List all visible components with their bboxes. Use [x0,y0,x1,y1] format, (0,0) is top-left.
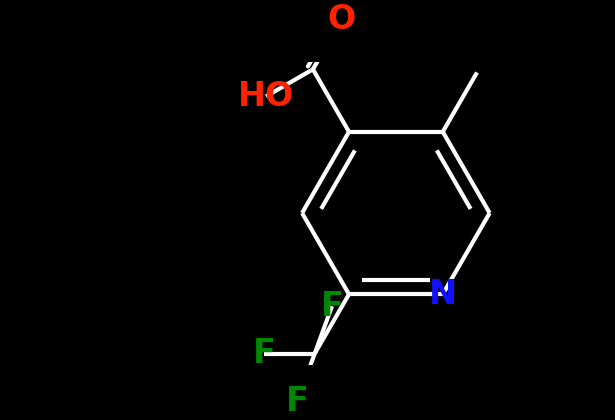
Text: F: F [320,290,343,323]
Text: HO: HO [238,80,294,113]
Text: F: F [253,337,276,370]
Text: O: O [328,3,356,36]
Text: N: N [429,278,457,311]
Text: F: F [286,385,309,417]
